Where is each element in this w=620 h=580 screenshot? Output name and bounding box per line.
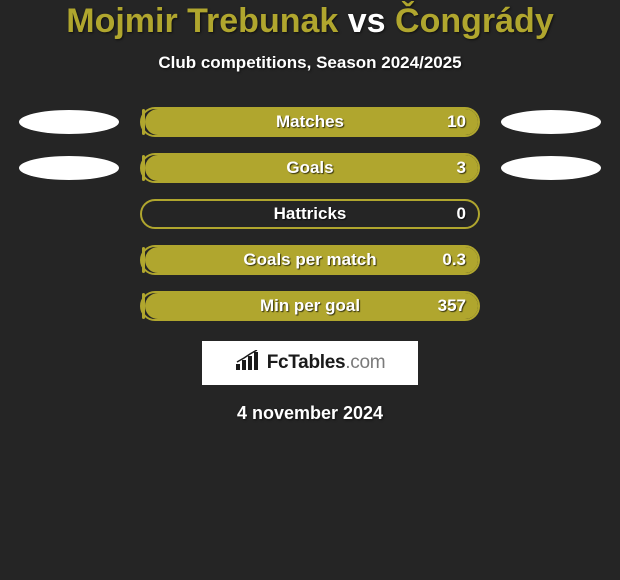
player2-marker — [501, 156, 601, 180]
stat-bar: Goals3 — [140, 153, 480, 183]
stat-label: Goals — [142, 158, 478, 178]
stat-label: Goals per match — [142, 250, 478, 270]
logo-domain: .com — [345, 352, 385, 373]
bar-chart-icon — [235, 350, 261, 377]
stat-value-right: 10 — [447, 112, 466, 132]
stats-rows: Matches10 Goals3 Hattricks0 Goals per match… — [0, 107, 620, 321]
stat-value-right: 357 — [438, 296, 466, 316]
stat-value-right: 3 — [457, 158, 466, 178]
stat-label: Hattricks — [142, 204, 478, 224]
stat-row: Hattricks0 — [0, 199, 620, 229]
player1-name: Mojmir Trebunak — [66, 2, 338, 40]
stat-row: Goals per match0.3 — [0, 245, 620, 275]
stat-row: Min per goal357 — [0, 291, 620, 321]
logo-badge: FcTables.com — [202, 341, 418, 385]
player2-marker — [501, 110, 601, 134]
stat-bar: Hattricks0 — [140, 199, 480, 229]
stat-bar: Goals per match0.3 — [140, 245, 480, 275]
player1-marker — [19, 156, 119, 180]
stat-label: Min per goal — [142, 296, 478, 316]
subtitle: Club competitions, Season 2024/2025 — [0, 53, 620, 73]
player1-marker — [19, 110, 119, 134]
vs-text: vs — [348, 2, 386, 40]
page-title: Mojmir Trebunak vs Čongrády — [0, 2, 620, 41]
stat-label: Matches — [142, 112, 478, 132]
date-text: 4 november 2024 — [0, 403, 620, 424]
stat-value-right: 0 — [457, 204, 466, 224]
player2-name: Čongrády — [395, 2, 554, 40]
logo-text: FcTables.com — [267, 352, 386, 374]
comparison-chart: Mojmir Trebunak vs Čongrády Club competi… — [0, 0, 620, 424]
stat-row: Matches10 — [0, 107, 620, 137]
stat-bar: Min per goal357 — [140, 291, 480, 321]
logo-brand: FcTables — [267, 352, 346, 373]
stat-value-right: 0.3 — [442, 250, 466, 270]
stat-row: Goals3 — [0, 153, 620, 183]
stat-bar: Matches10 — [140, 107, 480, 137]
